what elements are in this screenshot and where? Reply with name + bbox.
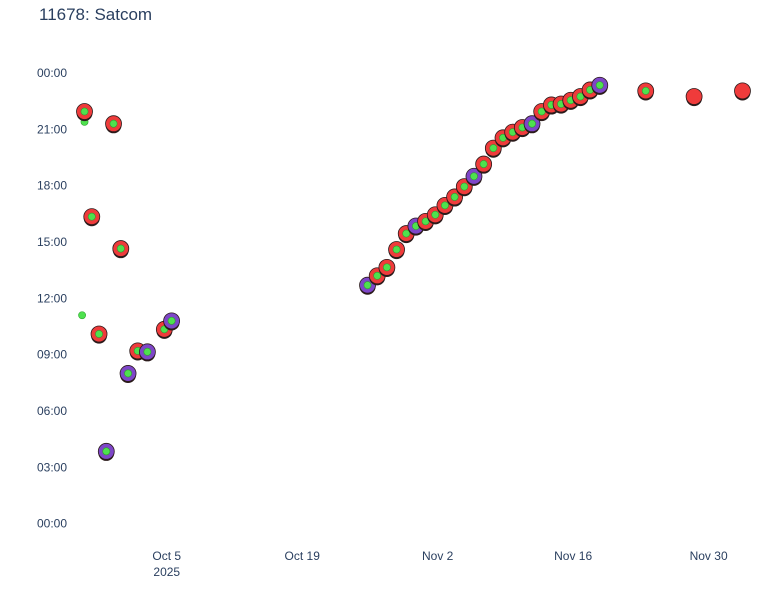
- data-point-inner-green: [143, 347, 152, 356]
- data-point-inner-green: [382, 263, 391, 272]
- data-point-inner-green: [392, 245, 401, 254]
- y-tick-label: 09:00: [37, 348, 67, 362]
- data-point-inner-green: [460, 182, 469, 191]
- data-point-red: [734, 82, 751, 100]
- data-point-green: [78, 311, 86, 320]
- data-point-inner-green: [95, 330, 103, 338]
- x-tick-label: Oct 19: [285, 549, 321, 563]
- data-point-inner-green: [80, 107, 89, 116]
- data-point-inner-green: [441, 201, 449, 210]
- data-point-inner-green: [116, 244, 125, 253]
- data-point-inner-green: [431, 210, 440, 219]
- data-point-inner-green: [109, 119, 118, 128]
- chart-title: 11678: Satcom: [39, 5, 152, 24]
- data-point-inner-green: [363, 281, 372, 290]
- data-point-inner-green: [450, 193, 459, 201]
- y-axis-ticks: 00:00 21:00 18:00 15:00 12:00 09:00 06:00 03:00…: [37, 66, 67, 531]
- data-point-inner-green: [528, 119, 536, 128]
- data-point-inner-green: [167, 316, 176, 325]
- data-point-inner-green: [479, 160, 488, 168]
- data-point-red: [685, 88, 703, 105]
- x-tick-label: Nov 16: [554, 549, 592, 563]
- data-point-inner-green: [470, 172, 478, 181]
- x-tick-label: Oct 5: [152, 549, 181, 563]
- y-tick-label: 15:00: [37, 235, 67, 249]
- x-tick-label: Nov 2: [422, 549, 454, 563]
- x-tick-label: Nov 30: [690, 549, 728, 563]
- data-point-inner-green: [102, 447, 111, 456]
- y-tick-label: 00:00: [37, 517, 67, 531]
- data-point-inner-green: [595, 81, 604, 90]
- data-point-inner-green: [124, 369, 132, 378]
- data-point-inner-green: [641, 86, 650, 95]
- data-point-inner-green: [87, 212, 96, 221]
- y-tick-label: 18:00: [37, 179, 67, 193]
- y-tick-label: 21:00: [37, 122, 67, 136]
- y-tick-label: 12:00: [37, 291, 67, 305]
- data-point-inner-green: [402, 229, 411, 238]
- data-points: [76, 76, 751, 461]
- x-tick-year-label: 2025: [153, 565, 180, 579]
- y-tick-label: 00:00: [37, 66, 67, 80]
- data-point-inner-green: [489, 144, 498, 153]
- y-tick-label: 06:00: [37, 404, 67, 418]
- data-point-inner-green: [373, 271, 382, 280]
- y-tick-label: 03:00: [37, 460, 67, 474]
- x-axis-ticks: Oct 5 2025 Oct 19 Nov 2 Nov 16 Nov 30: [152, 549, 728, 579]
